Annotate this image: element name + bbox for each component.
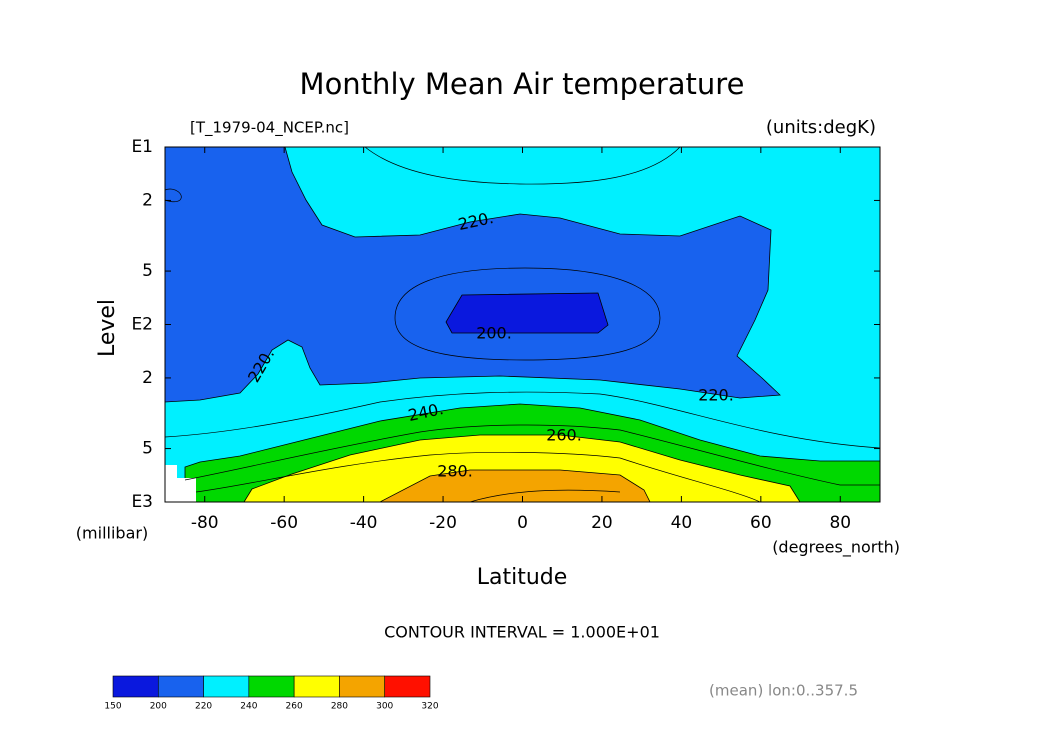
colorbar-box [339,675,386,698]
x-tick-label: 20 [591,513,613,533]
missing-data [165,465,196,502]
contour-line [394,267,661,361]
contour-label: 220. [698,386,734,405]
colorbar-box [248,675,295,698]
x-tick-label: 40 [671,513,693,533]
colorbar-box [203,675,250,698]
contour-line [364,146,681,185]
colorbar-label: 240 [240,702,257,712]
y-axis-label: Level [95,299,120,357]
x-tick-label: -20 [429,513,457,533]
x-tick-label: -60 [270,513,298,533]
x-axis-label: Latitude [477,565,568,590]
contour-line [195,451,761,503]
footer: CONTOUR INTERVAL = 1.000E+01 [384,623,660,642]
y-units: (millibar) [76,524,148,543]
y-tick-label: E3 [131,492,153,512]
chart-title: Monthly Mean Air temperature [300,67,745,101]
y-tick-label: 2 [142,368,153,388]
colorbar-label: 260 [286,702,303,712]
colorbar-label: 200 [150,702,167,712]
contour-label: 200. [476,324,512,343]
x-tick-label: -40 [350,513,378,533]
colorbar-label: 320 [421,702,438,712]
note: (mean) lon:0..357.5 [709,682,858,700]
y-tick-label: 5 [142,261,153,281]
y-tick-label: E1 [131,137,153,157]
contour-label: 260. [546,426,582,445]
contour-line [184,424,880,486]
contour-line [164,391,881,449]
x-tick-label: 80 [829,513,851,533]
colorbar-box [384,675,431,698]
y-tick-label: 2 [142,190,153,210]
colorbar-label: 300 [376,702,393,712]
y-tick-label: E2 [131,315,153,335]
y-tick-label: 5 [142,439,153,459]
colorbar-box [157,675,204,698]
subtitle-left: [T_1979-04_NCEP.nc] [190,119,349,138]
colorbar-label: 150 [104,702,121,712]
colorbar-box [293,675,340,698]
contour-region [379,469,651,503]
contour-region [164,146,781,403]
colorbar-box [112,675,159,698]
x-tick-label: -80 [191,513,219,533]
x-tick-label: 60 [750,513,772,533]
subtitle-right: (units:degK) [766,117,876,138]
contour-region [243,434,801,503]
x-tick-label: 0 [517,513,528,533]
contour-label: 280. [437,462,473,481]
colorbar-label: 280 [331,702,348,712]
x-units: (degrees_north) [772,538,900,558]
colorbar-label: 220 [195,702,212,712]
contour-line [469,489,621,503]
contour-region [445,292,609,334]
